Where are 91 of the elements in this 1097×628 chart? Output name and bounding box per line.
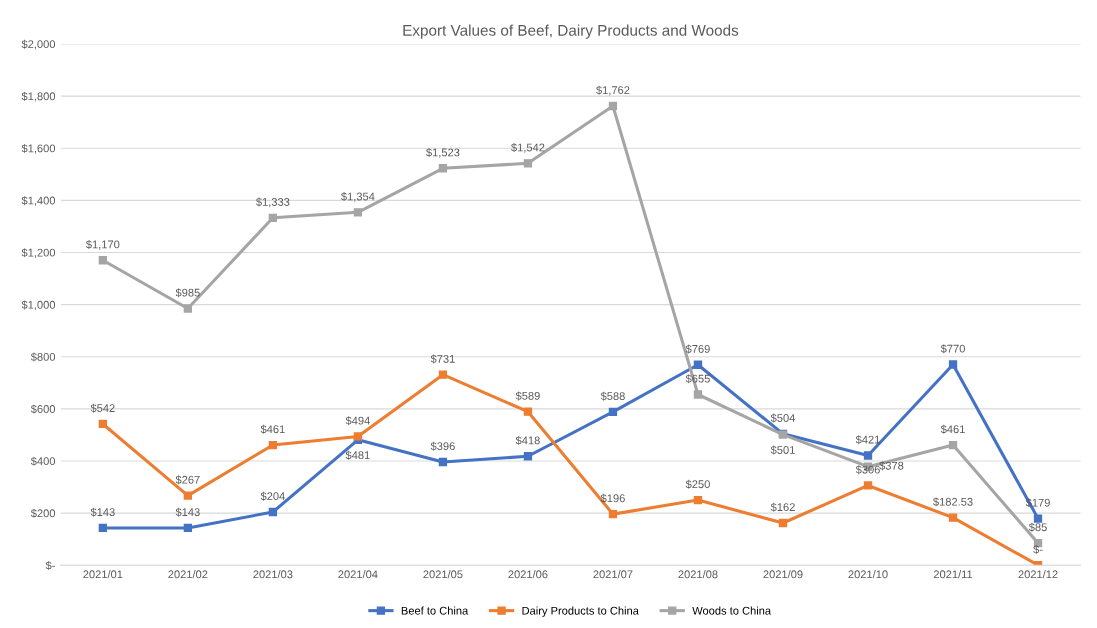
y-tick-label: $200 xyxy=(30,508,56,518)
point xyxy=(608,509,618,519)
x-tick-label: 2021/06 xyxy=(508,570,548,579)
data-label: $461 xyxy=(260,424,285,434)
point xyxy=(268,213,278,222)
point xyxy=(98,419,108,429)
point xyxy=(523,407,533,416)
y-tick-label: $600 xyxy=(30,404,56,414)
legend-label: Woods to China xyxy=(692,606,772,615)
data-label: $731 xyxy=(430,354,455,364)
data-label: $1,762 xyxy=(596,85,630,96)
data-label: $1,523 xyxy=(426,148,460,158)
point xyxy=(948,440,958,450)
data-label: $143 xyxy=(175,507,200,517)
x-tick-label: 2021/04 xyxy=(338,570,378,579)
point xyxy=(693,360,703,369)
data-label: $250 xyxy=(685,479,710,489)
point xyxy=(778,518,788,528)
y-tick-label: $1,600 xyxy=(21,144,56,154)
point xyxy=(268,440,278,450)
data-label: $461 xyxy=(940,424,965,434)
point xyxy=(268,507,278,517)
data-label: $770 xyxy=(940,344,965,354)
data-label: $542 xyxy=(90,403,115,413)
data-label: $378 xyxy=(879,461,904,471)
data-label: $204 xyxy=(260,491,285,501)
x-tick-label: 2021/11 xyxy=(933,570,973,579)
x-tick-label: 2021/03 xyxy=(253,570,293,579)
data-label: $1,354 xyxy=(341,192,375,202)
point xyxy=(863,451,873,460)
point xyxy=(948,513,958,522)
data-label: $162 xyxy=(770,502,795,512)
point xyxy=(438,457,448,467)
x-tick-label: 2021/02 xyxy=(168,570,208,579)
data-label: $418 xyxy=(515,436,540,445)
data-label: $396 xyxy=(430,441,455,451)
data-label: $501 xyxy=(770,445,795,455)
data-label: $481 xyxy=(345,450,370,460)
x-tick-label: 2021/01 xyxy=(83,570,123,579)
data-label: $494 xyxy=(345,416,370,426)
point xyxy=(98,523,108,533)
y-tick-label: $800 xyxy=(30,352,56,362)
y-tick-label: $400 xyxy=(30,456,56,466)
point xyxy=(863,481,873,490)
data-label: $182.53 xyxy=(933,497,973,507)
data-label: $769 xyxy=(685,344,710,354)
point xyxy=(608,407,618,417)
point xyxy=(183,304,193,313)
y-tick-label: $1,800 xyxy=(21,91,56,102)
point xyxy=(693,495,703,505)
data-label: $306 xyxy=(855,465,880,475)
point xyxy=(183,523,193,533)
point xyxy=(183,491,193,500)
data-label: $85 xyxy=(1028,522,1047,532)
x-tick-label: 2021/05 xyxy=(423,570,463,579)
data-label: $267 xyxy=(175,475,200,485)
data-label: $143 xyxy=(90,507,115,517)
chart-title: Export Values of Beef, Dairy Products and Woods xyxy=(403,24,739,39)
point xyxy=(1033,514,1043,523)
x-tick-label: 2021/12 xyxy=(1018,570,1058,579)
point xyxy=(693,390,703,399)
legend-label: Dairy Products to China xyxy=(522,606,639,617)
point xyxy=(438,164,448,173)
x-tick-label: 2021/10 xyxy=(848,570,888,579)
point xyxy=(353,208,363,217)
data-label: $1,333 xyxy=(256,197,290,208)
y-tick-label: $- xyxy=(45,561,55,570)
y-tick-label: $2,000 xyxy=(21,39,56,50)
x-tick-label: 2021/09 xyxy=(763,570,803,579)
x-tick-label: 2021/07 xyxy=(593,570,633,579)
data-label: $1,542 xyxy=(511,143,545,153)
x-tick-label: 2021/08 xyxy=(678,570,718,579)
point xyxy=(523,452,533,461)
data-label: $588 xyxy=(600,391,625,401)
y-tick-label: $1,400 xyxy=(21,196,56,206)
y-tick-label: $1,200 xyxy=(21,248,56,258)
data-label: $985 xyxy=(175,288,200,298)
data-label: $655 xyxy=(685,374,710,384)
point xyxy=(948,360,958,369)
data-label: $589 xyxy=(515,391,540,401)
data-label: $1,170 xyxy=(85,240,120,250)
y-tick-label: $1,000 xyxy=(21,300,56,311)
point xyxy=(438,370,448,379)
point xyxy=(98,256,108,265)
data-label: $196 xyxy=(600,493,625,503)
data-label: $- xyxy=(1033,544,1043,554)
point xyxy=(608,101,618,111)
data-label: $421 xyxy=(855,435,880,445)
data-label: $504 xyxy=(770,413,796,423)
legend-label: Beef to China xyxy=(401,606,469,615)
point xyxy=(523,159,533,168)
